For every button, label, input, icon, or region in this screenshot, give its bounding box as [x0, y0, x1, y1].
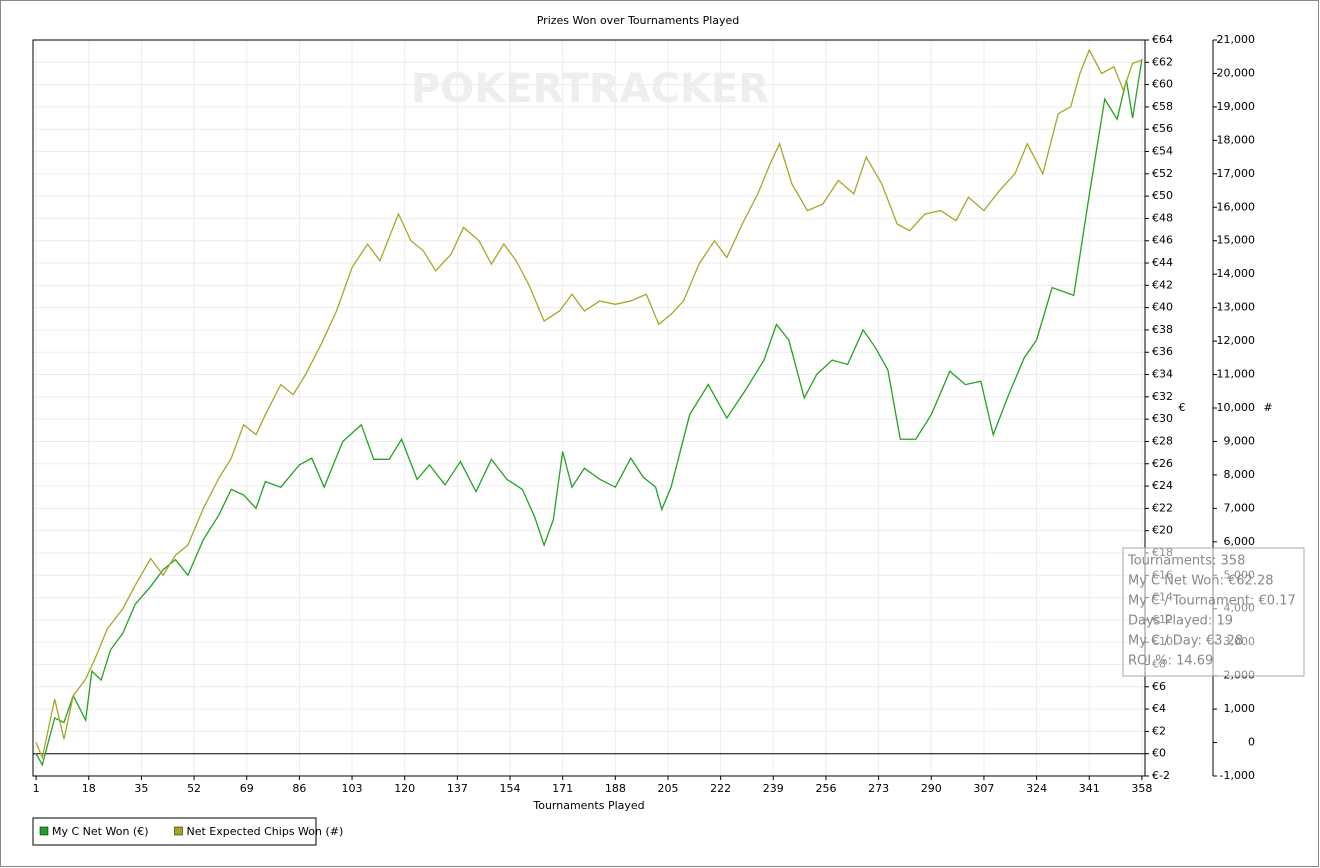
legend-swatch [174, 826, 183, 836]
y2-tick-label: 11,000 [1217, 368, 1256, 381]
x-tick-label: 103 [342, 782, 363, 795]
plot-border [32, 39, 1146, 777]
legend-swatch [39, 826, 49, 836]
grid: 1 18 35 52 69 86 103 120 137 154 171 188 205 222 239 25… [33, 33, 1255, 795]
y-tick-label: €32 [1152, 390, 1173, 403]
y2-tick-label: 12,000 [1217, 334, 1256, 347]
y2-tick-label: 16,000 [1217, 200, 1256, 213]
y-tick-label: €52 [1152, 167, 1173, 180]
tooltip-box [1122, 547, 1305, 677]
y-tick-label: €62 [1152, 55, 1173, 68]
x-tick-label: 35 [134, 782, 148, 795]
y-tick-label: €44 [1152, 256, 1173, 269]
y-tick-label: €26 [1152, 457, 1173, 470]
y2-tick-label: 17,000 [1217, 167, 1256, 180]
y-tick-label: €64 [1152, 33, 1173, 46]
legend-label: My C Net Won (€) [52, 825, 149, 838]
plot [35, 48, 1143, 767]
watermark: POKERTRACKER [411, 66, 769, 112]
y2-tick-label: 13,000 [1217, 301, 1256, 314]
y2-tick-label: 10,000 [1217, 401, 1256, 414]
y-tick-label: €58 [1152, 100, 1173, 113]
y2-tick-label: 9,000 [1224, 434, 1256, 447]
y2-axis-title: # [1263, 401, 1272, 414]
x-tick-label: 273 [868, 782, 889, 795]
y2-tick-label: 8,000 [1224, 468, 1256, 481]
x-tick-label: 69 [240, 782, 254, 795]
x-tick-label: 120 [394, 782, 415, 795]
y-tick-label: €22 [1152, 501, 1173, 514]
y-tick-label: €-2 [1152, 769, 1170, 782]
tooltip-line: Tournaments: 358 [1127, 554, 1245, 569]
legend-items: My C Net Won (€) Net Expected Chips Won (… [39, 825, 344, 838]
y2-tick-label: 14,000 [1217, 267, 1256, 280]
chart-title: Prizes Won over Tournaments Played [537, 14, 740, 27]
tooltip-line: ROI %: 14.69 [1128, 654, 1213, 669]
y-tick-label: €20 [1152, 524, 1173, 537]
y-tick-label: €50 [1152, 189, 1173, 202]
tooltip-line: Days Played: 19 [1128, 614, 1233, 629]
legend-label: Net Expected Chips Won (#) [187, 825, 344, 838]
y2-tick-label: -1,000 [1220, 769, 1255, 782]
x-tick-label: 137 [447, 782, 468, 795]
y2-tick-label: 6,000 [1224, 535, 1256, 548]
x-tick-label: 324 [1026, 782, 1047, 795]
y-tick-label: €28 [1152, 434, 1173, 447]
series-line [35, 59, 1143, 767]
y-tick-label: €34 [1152, 368, 1173, 381]
y-tick-label: €38 [1152, 323, 1173, 336]
tooltip-line: My C / Day: €3.28 [1128, 634, 1243, 649]
x-tick-label: 290 [921, 782, 942, 795]
y2-tick-label: 18,000 [1217, 133, 1256, 146]
y2-tick-label: 19,000 [1217, 100, 1256, 113]
tooltip: Tournaments: 358 My C Net Won: €62.28 My C… [1122, 547, 1305, 677]
y2-tick-label: 20,000 [1217, 66, 1256, 79]
x-tick-label: 188 [605, 782, 626, 795]
y-tick-label: €30 [1152, 412, 1173, 425]
x-tick-label: 256 [815, 782, 836, 795]
y2-tick-label: 15,000 [1217, 234, 1256, 247]
y-tick-label: €60 [1152, 78, 1173, 91]
x-tick-label: 171 [552, 782, 573, 795]
y-tick-label: €48 [1152, 211, 1173, 224]
y-tick-label: €0 [1152, 747, 1166, 760]
x-tick-label: 358 [1131, 782, 1152, 795]
tooltip-line: My C Net Won: €62.28 [1128, 574, 1274, 589]
x-tick-label: 239 [763, 782, 784, 795]
x-tick-label: 154 [500, 782, 521, 795]
x-tick-label: 222 [710, 782, 731, 795]
y-tick-label: €2 [1152, 724, 1166, 737]
y-tick-label: €36 [1152, 345, 1173, 358]
y-tick-label: €46 [1152, 234, 1173, 247]
y-tick-label: €24 [1152, 479, 1173, 492]
x-tick-label: 1 [33, 782, 40, 795]
y-axis-title: € [1179, 401, 1186, 414]
x-tick-label: 18 [82, 782, 96, 795]
tooltip-line: My C / Tournament: €0.17 [1128, 594, 1296, 609]
x-tick-label: 86 [292, 782, 306, 795]
y2-tick-label: 7,000 [1224, 501, 1256, 514]
series-line [35, 48, 1143, 760]
x-tick-label: 341 [1079, 782, 1100, 795]
y-tick-label: €6 [1152, 680, 1166, 693]
y-tick-label: €40 [1152, 301, 1173, 314]
y-tick-label: €56 [1152, 122, 1173, 135]
x-tick-label: 205 [657, 782, 678, 795]
y-tick-label: €54 [1152, 145, 1173, 158]
y2-tick-label: 0 [1248, 736, 1255, 749]
y2-tick-label: 21,000 [1217, 33, 1256, 46]
x-tick-label: 307 [973, 782, 994, 795]
y2-tick-label: 1,000 [1224, 702, 1256, 715]
y-tick-label: €4 [1152, 702, 1166, 715]
y-tick-label: €42 [1152, 278, 1173, 291]
x-axis-title: Tournaments Played [532, 799, 644, 812]
x-tick-label: 52 [187, 782, 201, 795]
